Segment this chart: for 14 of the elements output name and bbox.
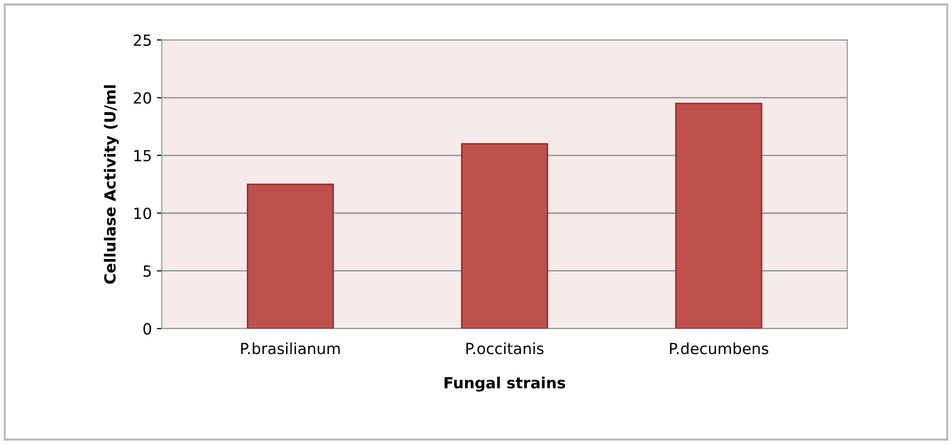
y-tick-label: 0	[143, 323, 152, 335]
x-tick-label: P.brasilianum	[241, 342, 340, 354]
bar	[461, 143, 548, 329]
y-tick-label: 20	[134, 92, 152, 104]
y-tick-label: 5	[144, 266, 151, 277]
bar	[246, 184, 334, 329]
x-axis-title: Fungal strains	[444, 376, 566, 392]
bar	[675, 102, 762, 329]
y-axis-title: Cellulase Activity (U/ml	[104, 85, 119, 284]
y-tick-label: 15	[134, 150, 151, 162]
x-tick-label: P.occitanis	[466, 342, 544, 354]
x-tick-label: P.decumbens	[670, 342, 768, 354]
y-tick-label: 10	[134, 208, 152, 220]
y-tick-label: 25	[134, 34, 151, 46]
